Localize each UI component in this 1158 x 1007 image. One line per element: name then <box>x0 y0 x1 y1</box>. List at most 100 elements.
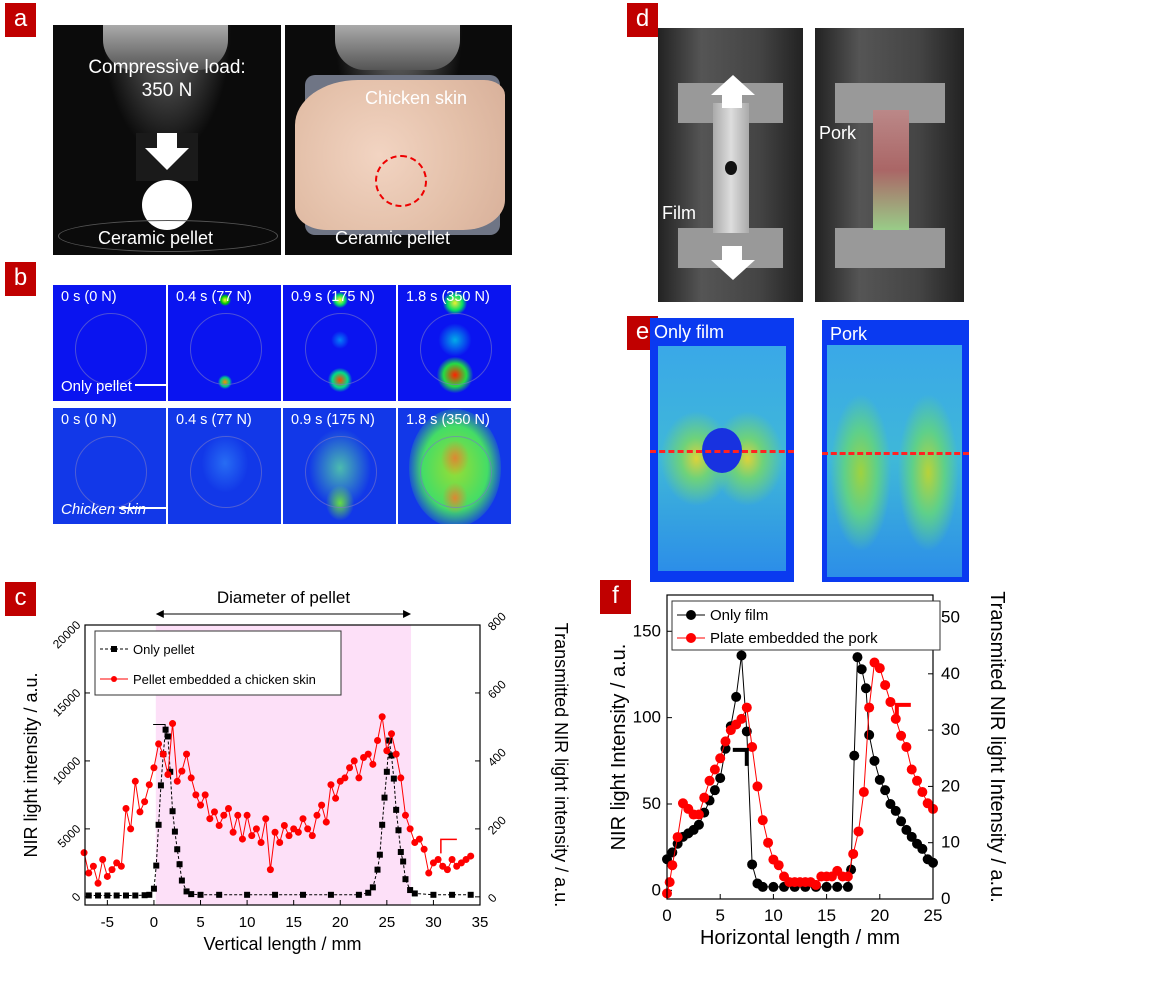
nir-glow <box>332 292 348 308</box>
legend-label: Plate embedded the pork <box>710 630 878 647</box>
data-point <box>178 767 186 775</box>
nir-image-cell: 0.9 s (175 N) <box>283 408 396 524</box>
data-point <box>757 815 768 826</box>
data-point <box>173 777 181 785</box>
data-point <box>856 664 867 675</box>
x-tick-label: 10 <box>764 906 783 925</box>
data-point <box>322 818 330 826</box>
data-point <box>272 891 279 898</box>
y-right-axis-label: Transmitted NIR light intensity / a.u. <box>551 623 571 907</box>
y-right-tick-label: 10 <box>941 833 960 852</box>
y-tick-label: 10000 <box>50 754 84 788</box>
photo-chicken-skin: Chicken skin Ceramic pellet <box>285 25 512 255</box>
data-point <box>201 791 209 799</box>
y-axis-label: NIR light intensity / a.u. <box>21 672 41 857</box>
data-point <box>849 750 860 761</box>
data-point <box>906 831 917 842</box>
data-point <box>864 729 875 740</box>
data-point <box>313 811 321 819</box>
data-point <box>355 774 363 782</box>
data-point <box>155 821 162 828</box>
nir-glow <box>219 294 231 306</box>
x-tick-label: 30 <box>425 914 442 931</box>
data-point <box>145 781 153 789</box>
legend-marker <box>686 610 696 620</box>
data-point <box>350 757 358 765</box>
data-point <box>171 828 178 835</box>
data-point <box>757 881 768 892</box>
data-point <box>341 774 349 782</box>
time-label: 1.8 s (350 N) <box>406 289 490 305</box>
pellet-outline <box>375 155 427 207</box>
data-point <box>731 691 742 702</box>
time-label: 0.4 s (77 N) <box>176 289 252 305</box>
legend <box>671 600 941 651</box>
x-tick-label: 0 <box>150 914 158 931</box>
y-tick-label: 100 <box>633 708 661 727</box>
data-point <box>257 838 265 846</box>
data-point <box>146 891 153 898</box>
legend-marker <box>111 646 117 652</box>
y-tick-label: 150 <box>633 621 661 640</box>
profile-line <box>650 450 794 453</box>
data-point <box>858 787 869 798</box>
data-point <box>747 859 758 870</box>
y-right-tick-label: 800 <box>485 609 509 633</box>
data-point <box>355 891 362 898</box>
data-point <box>229 828 237 836</box>
y-right-tick-label: 200 <box>485 813 509 837</box>
nir-image-cell: 0.4 s (77 N) <box>168 285 281 401</box>
y-right-tick-label: 30 <box>941 720 960 739</box>
pork-label: Pork <box>819 123 857 143</box>
time-label: 0.9 s (175 N) <box>291 289 375 305</box>
data-point <box>709 785 720 796</box>
data-point <box>448 855 456 863</box>
data-point <box>153 862 160 869</box>
data-point <box>400 858 407 865</box>
load-value: 350 N <box>141 80 193 101</box>
data-point <box>901 824 912 835</box>
data-point <box>842 881 853 892</box>
legend-label: Only pellet <box>133 642 195 657</box>
down-arrow-icon <box>157 133 177 148</box>
data-point <box>104 892 111 899</box>
nir-image-cell: 1.8 s (350 N) <box>398 408 511 524</box>
y-right-tick-label: 50 <box>941 608 960 627</box>
y-right-tick-label: 400 <box>485 745 509 769</box>
data-point <box>853 826 864 837</box>
data-point <box>122 892 129 899</box>
photo-pellet: Compressive load: 350 N Ceramic pellet <box>53 25 281 255</box>
x-tick-label: 5 <box>196 914 204 931</box>
data-point <box>94 879 102 887</box>
data-point <box>220 811 228 819</box>
x-tick-label: 15 <box>285 914 302 931</box>
data-point <box>699 792 710 803</box>
data-point <box>430 891 437 898</box>
data-point <box>164 733 171 740</box>
data-point <box>188 891 195 898</box>
data-point <box>113 892 120 899</box>
y-tick-label: 15000 <box>50 686 84 720</box>
data-point <box>131 777 139 785</box>
data-point <box>420 845 428 853</box>
right-axis-arrow-icon <box>894 702 911 719</box>
pork <box>873 110 909 230</box>
data-point <box>747 742 758 752</box>
data-point <box>346 764 354 772</box>
data-point <box>415 835 423 843</box>
data-point <box>127 825 135 833</box>
data-point <box>197 891 204 898</box>
panel-label-f: f <box>600 580 631 614</box>
film-label: Film <box>662 203 696 223</box>
data-point <box>917 843 928 854</box>
data-point <box>374 866 381 873</box>
data-point <box>99 855 107 863</box>
x-tick-label: 5 <box>715 906 724 925</box>
profile-line <box>822 452 969 455</box>
data-point <box>467 852 475 860</box>
data-point <box>411 890 418 897</box>
pellet-outline <box>190 436 262 508</box>
data-point <box>244 891 251 898</box>
right-arrow-icon <box>119 507 166 509</box>
data-point <box>401 811 409 819</box>
